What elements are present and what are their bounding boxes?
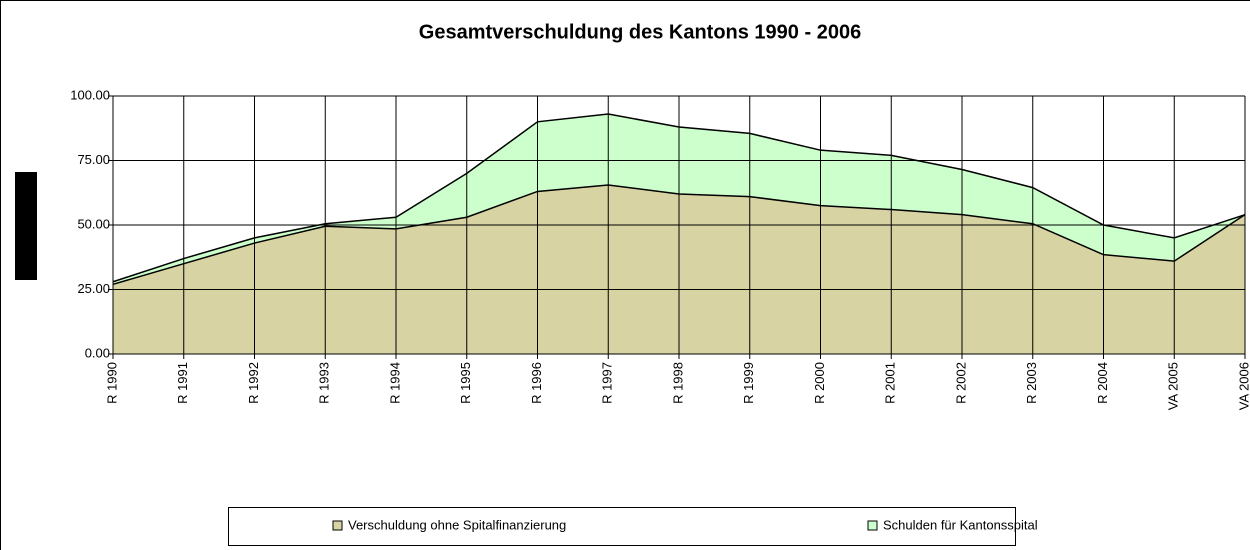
legend-label: Schulden für Kantonsspital [883,517,1038,532]
legend-swatch [332,520,343,531]
x-tick-label: R 2000 [812,362,827,404]
y-tick-label: 100.00 [70,87,110,102]
x-tick-label: R 1991 [175,362,190,404]
x-tick-label: R 1995 [458,362,473,404]
y-tick-label: 25.00 [77,281,110,296]
y-tick-label: 50.00 [77,216,110,231]
x-tick-label: R 2004 [1095,362,1110,404]
x-tick-label: R 1994 [387,362,402,404]
area-outline [112,113,1246,283]
x-tick-label: R 2001 [883,362,898,404]
x-tick-label: R 1997 [600,362,615,404]
legend-label: Verschuldung ohne Spitalfinanzierung [348,517,566,532]
x-tick-label: R 1999 [741,362,756,404]
legend-swatch [867,520,878,531]
x-tick-label: R 1996 [529,362,544,404]
x-tick-label: VA 2006 [1236,362,1250,410]
y-tick-label: 0.00 [85,345,110,360]
legend-box [228,507,1016,546]
x-tick-label: VA 2005 [1166,362,1181,410]
chart-title: Gesamtverschuldung des Kantons 1990 - 20… [419,21,861,43]
x-tick-label: R 2003 [1024,362,1039,404]
x-tick-label: R 1998 [670,362,685,404]
black-block [15,172,37,280]
y-tick-label: 75.00 [77,152,110,167]
area-outline [112,184,1246,286]
x-tick-label: R 1993 [317,362,332,404]
x-tick-label: R 1992 [246,362,261,404]
x-tick-label: R 2002 [953,362,968,404]
x-tick-label: R 1990 [104,362,119,404]
